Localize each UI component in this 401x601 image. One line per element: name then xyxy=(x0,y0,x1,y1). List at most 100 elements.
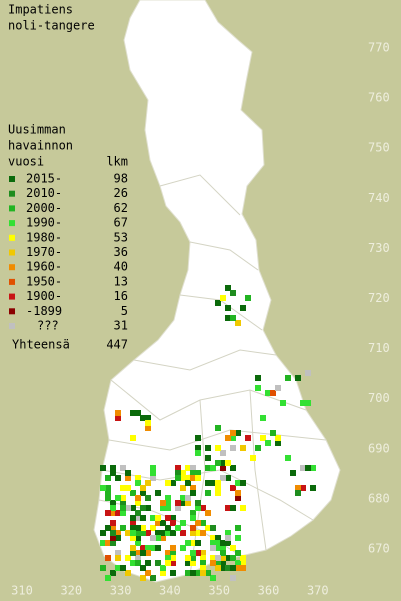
record-square xyxy=(215,565,221,571)
record-square xyxy=(150,545,156,551)
record-square xyxy=(200,505,206,511)
record-square xyxy=(135,535,141,541)
record-square xyxy=(190,515,196,521)
record-square xyxy=(240,565,246,571)
record-square xyxy=(220,560,226,566)
record-square xyxy=(210,575,216,581)
record-square xyxy=(130,535,136,541)
record-square xyxy=(295,490,301,496)
record-square xyxy=(110,470,116,476)
record-square xyxy=(105,540,111,546)
record-square xyxy=(180,470,186,476)
record-square xyxy=(120,495,126,501)
record-square xyxy=(100,530,106,536)
record-square xyxy=(135,530,141,536)
record-square xyxy=(235,490,241,496)
record-square xyxy=(285,375,291,381)
record-square xyxy=(185,570,191,576)
legend-label: 2010- xyxy=(26,186,62,200)
record-square xyxy=(110,535,116,541)
legend-swatch xyxy=(9,249,15,256)
record-square xyxy=(305,370,311,376)
legend-swatch xyxy=(9,176,15,182)
legend-count: 67 xyxy=(114,216,128,230)
record-square xyxy=(125,570,131,576)
legend-swatch xyxy=(9,308,15,315)
northing-label: 690 xyxy=(368,441,390,455)
record-square xyxy=(145,420,151,426)
record-square xyxy=(230,435,236,441)
record-square xyxy=(180,495,186,501)
record-square xyxy=(115,530,121,536)
record-square xyxy=(195,450,201,456)
record-square xyxy=(235,320,241,326)
record-square xyxy=(240,560,246,566)
record-square xyxy=(200,550,206,556)
record-square xyxy=(150,575,156,581)
easting-label: 370 xyxy=(307,584,329,598)
record-square xyxy=(135,550,141,556)
record-square xyxy=(195,540,201,546)
record-square xyxy=(105,555,111,561)
record-square xyxy=(230,465,236,471)
record-square xyxy=(210,560,216,566)
record-square xyxy=(220,555,226,561)
record-square xyxy=(205,490,211,496)
record-square xyxy=(270,430,276,436)
record-square xyxy=(110,540,116,546)
record-square xyxy=(225,305,231,311)
record-square xyxy=(230,555,236,561)
record-square xyxy=(230,545,236,551)
record-square xyxy=(115,410,121,416)
record-square xyxy=(220,545,226,551)
record-square xyxy=(130,410,136,416)
record-square xyxy=(205,570,211,576)
record-square xyxy=(185,480,191,486)
record-square xyxy=(210,540,216,546)
record-square xyxy=(215,535,221,541)
record-square xyxy=(190,525,196,531)
record-square xyxy=(150,470,156,476)
record-square xyxy=(120,500,126,506)
northing-label: 700 xyxy=(368,391,390,405)
record-square xyxy=(185,495,191,501)
record-square xyxy=(115,535,121,541)
record-square xyxy=(135,515,141,521)
northing-label: 730 xyxy=(368,241,390,255)
record-square xyxy=(140,550,146,556)
records xyxy=(100,285,316,581)
record-square xyxy=(235,565,241,571)
record-square xyxy=(310,485,316,491)
record-square xyxy=(205,480,211,486)
record-square xyxy=(145,560,151,566)
easting-label: 350 xyxy=(208,584,230,598)
record-square xyxy=(160,565,166,571)
record-square xyxy=(215,555,221,561)
record-square xyxy=(100,540,106,546)
record-square xyxy=(140,415,146,421)
record-square xyxy=(195,435,201,441)
record-square xyxy=(100,465,106,471)
record-square xyxy=(225,315,231,321)
legend-count: 98 xyxy=(114,172,128,186)
easting-label: 360 xyxy=(258,584,280,598)
record-square xyxy=(150,515,156,521)
record-square xyxy=(165,505,171,511)
record-square xyxy=(205,455,211,461)
record-square xyxy=(190,475,196,481)
record-square xyxy=(165,560,171,566)
record-square xyxy=(235,560,241,566)
record-square xyxy=(190,540,196,546)
record-square xyxy=(165,480,171,486)
record-square xyxy=(135,495,141,501)
title-line: noli-tangere xyxy=(8,19,95,33)
record-square xyxy=(190,465,196,471)
legend-header: havainnon xyxy=(8,139,73,153)
record-square xyxy=(165,495,171,501)
record-square xyxy=(180,530,186,536)
record-square xyxy=(160,500,166,506)
record-square xyxy=(205,525,211,531)
record-square xyxy=(105,485,111,491)
total-count: 447 xyxy=(106,338,128,352)
record-square xyxy=(255,375,261,381)
